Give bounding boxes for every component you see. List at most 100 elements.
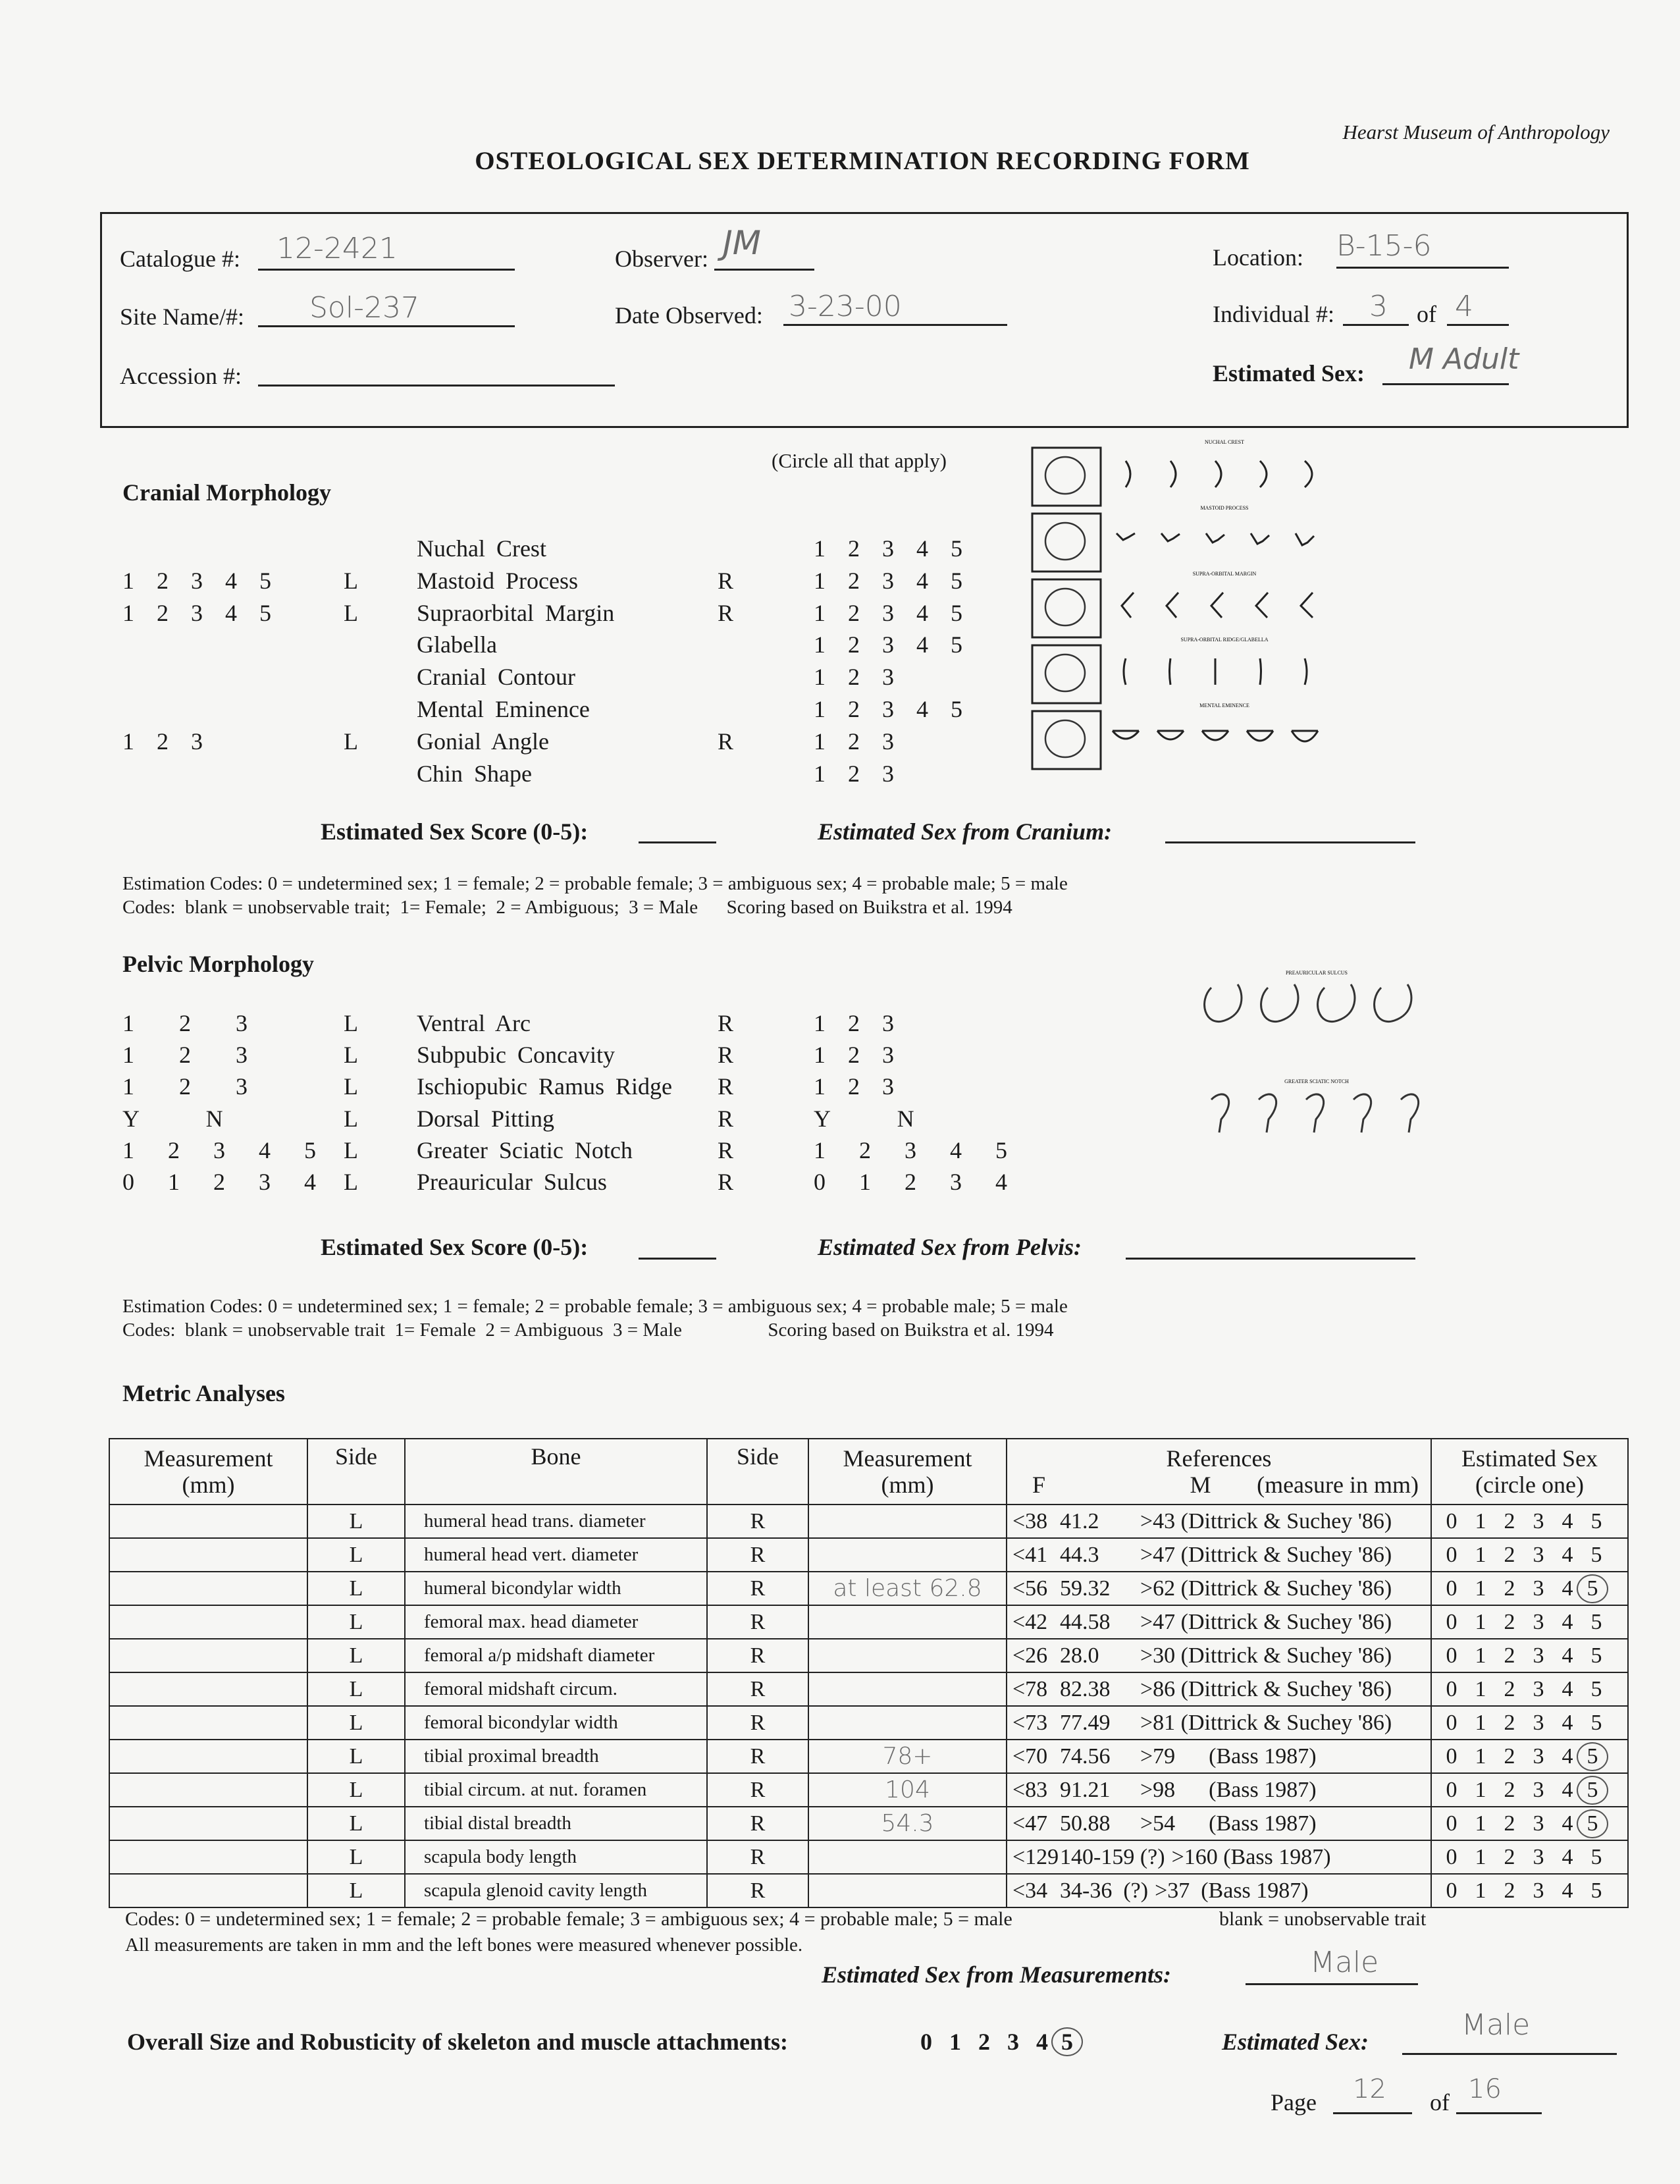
- date-value[interactable]: 3-23-00: [789, 290, 902, 323]
- sex-score-option[interactable]: 2: [1504, 1844, 1515, 1869]
- trait-right-value[interactable]: 1 2 3 4 5: [814, 631, 962, 658]
- sex-score-option[interactable]: 5: [1590, 1878, 1602, 1903]
- trait-right-value[interactable]: 0 1 2 3 4: [814, 1169, 1007, 1195]
- measurement-right-cell[interactable]: [808, 1672, 1007, 1707]
- sex-score-option[interactable]: 4: [1562, 1676, 1573, 1701]
- sex-score-option[interactable]: 1: [1475, 1710, 1486, 1735]
- trait-right-value[interactable]: 1 2 3 4 5: [814, 567, 962, 594]
- sex-score-option[interactable]: 3: [1533, 1777, 1544, 1802]
- sex-score-option[interactable]: 5: [1590, 1643, 1602, 1668]
- sex-score-option[interactable]: 1: [1475, 1643, 1486, 1668]
- sex-score-option[interactable]: 1: [1475, 1576, 1486, 1601]
- sex-score-option[interactable]: 1: [1475, 1844, 1486, 1869]
- trait-right-value[interactable]: 1 2 3: [814, 728, 894, 755]
- sex-score-option[interactable]: 3: [1533, 1643, 1544, 1668]
- trait-right-value[interactable]: 1 2 3 4 5: [814, 1136, 1007, 1163]
- sex-score-option[interactable]: 1: [1475, 1744, 1486, 1769]
- measurement-left-cell[interactable]: [109, 1772, 308, 1807]
- sex-score-option[interactable]: 0: [1446, 1878, 1457, 1903]
- individual-total[interactable]: 4: [1455, 290, 1473, 323]
- sex-score-option[interactable]: 3: [1533, 1676, 1544, 1701]
- sex-score-option[interactable]: 0: [1446, 1609, 1457, 1634]
- measurement-left-cell[interactable]: [109, 1873, 308, 1908]
- sex-score-option[interactable]: 4: [1562, 1777, 1573, 1802]
- trait-right-value[interactable]: 1 2 3: [814, 1010, 894, 1036]
- sex-score-option[interactable]: 1: [1475, 1609, 1486, 1634]
- sex-score-option[interactable]: 0: [1446, 1576, 1457, 1601]
- measurement-right-cell[interactable]: 78+: [808, 1739, 1007, 1774]
- overall-score-option[interactable]: 3: [1007, 2029, 1019, 2055]
- sex-score-option[interactable]: 4: [1562, 1609, 1573, 1634]
- sex-score-option[interactable]: 5: [1590, 1508, 1602, 1533]
- sex-score-option[interactable]: 1: [1475, 1676, 1486, 1701]
- sex-score-option[interactable]: 0: [1446, 1710, 1457, 1735]
- sex-score-option[interactable]: 5: [1577, 1574, 1608, 1603]
- measurement-right-cell[interactable]: [808, 1537, 1007, 1572]
- measurement-right-cell[interactable]: at least 62.8: [808, 1571, 1007, 1606]
- sex-score-option[interactable]: 2: [1504, 1508, 1515, 1533]
- sex-score-option[interactable]: 4: [1562, 1576, 1573, 1601]
- sex-score-option[interactable]: 0: [1446, 1676, 1457, 1701]
- sex-score-option[interactable]: 1: [1475, 1811, 1486, 1836]
- sex-score-option[interactable]: 0: [1446, 1744, 1457, 1769]
- overall-score-option[interactable]: 5: [1051, 2027, 1083, 2056]
- sex-score-option[interactable]: 2: [1504, 1676, 1515, 1701]
- measurement-left-cell[interactable]: [109, 1672, 308, 1707]
- overall-sex-value[interactable]: Male: [1461, 2008, 1531, 2042]
- measurement-right-cell[interactable]: [808, 1605, 1007, 1639]
- overall-score-option[interactable]: 4: [1036, 2029, 1048, 2055]
- sex-score-option[interactable]: 3: [1533, 1576, 1544, 1601]
- observer-signature[interactable]: JM: [723, 224, 761, 262]
- sex-score-option[interactable]: 4: [1562, 1811, 1573, 1836]
- trait-left-value[interactable]: 1 2 3: [122, 1010, 248, 1036]
- measurement-left-cell[interactable]: [109, 1806, 308, 1841]
- sex-score-option[interactable]: 4: [1562, 1844, 1573, 1869]
- trait-left-value[interactable]: 1 2 3: [122, 1073, 248, 1100]
- trait-left-value[interactable]: 1 2 3 4 5: [122, 599, 271, 626]
- sex-score-option[interactable]: 2: [1504, 1576, 1515, 1601]
- sex-score-option[interactable]: 3: [1533, 1878, 1544, 1903]
- sex-score-option[interactable]: 0: [1446, 1643, 1457, 1668]
- sex-score-option[interactable]: 0: [1446, 1777, 1457, 1802]
- sex-score-option[interactable]: 2: [1504, 1811, 1515, 1836]
- sex-score-option[interactable]: 5: [1590, 1710, 1602, 1735]
- measurement-right-cell[interactable]: [808, 1705, 1007, 1740]
- trait-right-value[interactable]: Y N: [814, 1105, 914, 1132]
- measurement-right-cell[interactable]: [808, 1504, 1007, 1539]
- sex-score-option[interactable]: 2: [1504, 1744, 1515, 1769]
- sex-score-option[interactable]: 5: [1590, 1676, 1602, 1701]
- sex-score-option[interactable]: 5: [1590, 1844, 1602, 1869]
- measurement-right-cell[interactable]: 54.3: [808, 1806, 1007, 1841]
- sex-score-option[interactable]: 3: [1533, 1609, 1544, 1634]
- trait-left-value[interactable]: 1 2 3 4 5: [122, 1136, 316, 1163]
- metric-sex-value[interactable]: Male: [1310, 1946, 1379, 1979]
- sex-score-option[interactable]: 2: [1504, 1777, 1515, 1802]
- sex-score-option[interactable]: 4: [1562, 1508, 1573, 1533]
- trait-right-value[interactable]: 1 2 3: [814, 664, 894, 691]
- sex-score-option[interactable]: 1: [1475, 1508, 1486, 1533]
- site-value[interactable]: Sol-237: [309, 291, 419, 325]
- sex-score-option[interactable]: 2: [1504, 1710, 1515, 1735]
- sex-score-option[interactable]: 4: [1562, 1744, 1573, 1769]
- overall-score-option[interactable]: 0: [920, 2029, 932, 2055]
- sex-score-option[interactable]: 5: [1590, 1609, 1602, 1634]
- trait-right-value[interactable]: 1 2 3: [814, 1042, 894, 1069]
- measurement-left-cell[interactable]: [109, 1705, 308, 1740]
- sex-score-option[interactable]: 3: [1533, 1710, 1544, 1735]
- measurement-right-cell[interactable]: [808, 1840, 1007, 1875]
- sex-score-option[interactable]: 1: [1475, 1542, 1486, 1567]
- sex-score-option[interactable]: 4: [1562, 1710, 1573, 1735]
- location-value[interactable]: B-15-6: [1336, 229, 1432, 263]
- measurement-left-cell[interactable]: [109, 1504, 308, 1539]
- catalogue-value[interactable]: 12-2421: [276, 232, 398, 265]
- estimated-sex-value[interactable]: M Adult: [1409, 342, 1519, 376]
- measurement-left-cell[interactable]: [109, 1537, 308, 1572]
- trait-right-value[interactable]: 1 2 3: [814, 1073, 894, 1100]
- individual-value[interactable]: 3: [1369, 290, 1388, 323]
- sex-score-option[interactable]: 0: [1446, 1844, 1457, 1869]
- sex-score-option[interactable]: 1: [1475, 1777, 1486, 1802]
- sex-score-option[interactable]: 5: [1577, 1809, 1608, 1838]
- overall-score-option[interactable]: 1: [949, 2029, 961, 2055]
- sex-score-option[interactable]: 1: [1475, 1878, 1486, 1903]
- trait-left-value[interactable]: 0 1 2 3 4: [122, 1169, 316, 1195]
